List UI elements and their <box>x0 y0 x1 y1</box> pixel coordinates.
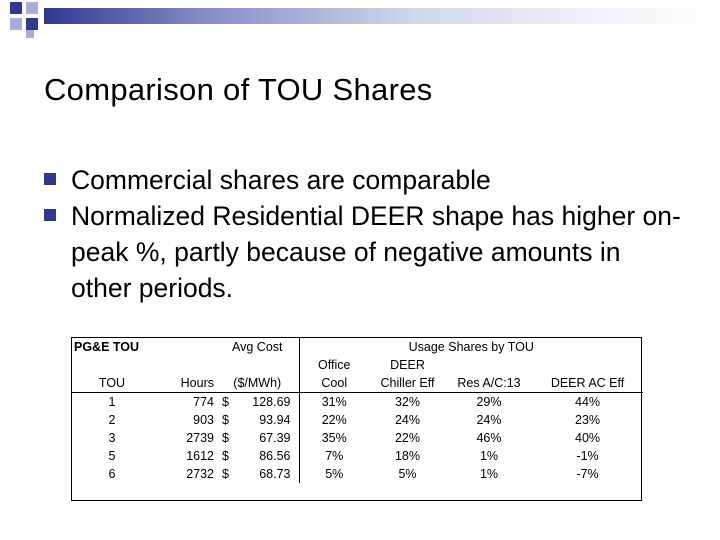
cell-res-ac: 1% <box>479 449 499 463</box>
table-header-office-cool: Cool <box>298 374 369 393</box>
cell-currency: $ <box>222 449 229 463</box>
cell-tou: 2 <box>108 413 116 427</box>
cell-avg-cost: $128.69 <box>216 393 299 412</box>
cell-currency: $ <box>222 395 229 409</box>
cell-res-ac: 24% <box>476 413 502 427</box>
cell-hours: 903 <box>193 413 214 427</box>
table-row: 3 2739 $67.39 35% 22% 46% 40% <box>72 429 643 447</box>
table-row: 6 2732 $68.73 5% 5% 1% -7% <box>72 465 643 483</box>
table-header-chiller-eff: Chiller Eff <box>369 374 446 393</box>
cell-chiller-eff: 18% <box>394 449 421 463</box>
table-header-office: Office <box>298 356 369 374</box>
cell-tou: 5 <box>108 449 116 463</box>
table-row: 1 774 $128.69 31% 32% 29% 44% <box>72 392 643 412</box>
cell-deer-ac-eff: 23% <box>575 413 601 427</box>
cell-office-cool: 5% <box>298 465 369 483</box>
cell-chiller-eff: 32% <box>394 395 421 409</box>
cell-cost-value: 86.56 <box>259 449 291 463</box>
cell-hours: 1612 <box>186 449 214 463</box>
header-square-decoration <box>26 2 38 14</box>
cell-res-ac: 29% <box>476 395 502 409</box>
cell-office-cool: 35% <box>298 429 369 447</box>
table-header-avg-cost: Avg Cost <box>232 340 283 354</box>
cell-hours: 2739 <box>186 431 214 445</box>
cell-tou: 3 <box>108 431 116 445</box>
table-header-hours: Hours <box>152 374 216 393</box>
bullet-item: Normalized Residential DEER shape has hi… <box>44 198 684 306</box>
bullet-item: Commercial shares are comparable <box>44 162 684 198</box>
cell-hours: 2732 <box>186 467 214 481</box>
slide-title: Comparison of TOU Shares <box>44 72 433 107</box>
cell-avg-cost: $86.56 <box>216 447 299 465</box>
table-header-pge-tou: PG&E TOU <box>74 340 140 354</box>
decorative-header-bar <box>0 0 720 40</box>
table-row: 2 903 $93.94 22% 24% 24% 23% <box>72 411 643 429</box>
cell-tou: 1 <box>108 395 116 409</box>
table-header-deer-ac-eff: DEER AC Eff <box>532 374 644 393</box>
cell-tou: 6 <box>108 467 116 481</box>
cell-avg-cost: $93.94 <box>216 411 299 429</box>
square-bullet-icon <box>44 209 56 221</box>
table-header-deer: DEER <box>390 358 425 372</box>
square-bullet-icon <box>44 173 56 185</box>
cell-res-ac: 1% <box>479 467 499 481</box>
header-gradient-band <box>44 8 720 24</box>
header-square-decoration <box>26 18 38 30</box>
cell-deer-ac-eff: 40% <box>575 431 601 445</box>
cell-cost-value: 93.94 <box>259 413 291 427</box>
cell-deer-ac-eff: -1% <box>576 449 599 463</box>
table-header-usage-shares: Usage Shares by TOU <box>298 338 644 356</box>
bullet-list: Commercial shares are comparable Normali… <box>44 162 684 306</box>
cell-currency: $ <box>222 431 229 445</box>
cell-cost-value: 128.69 <box>252 395 291 409</box>
cell-office-cool: 31% <box>298 392 369 411</box>
cell-chiller-eff: 22% <box>394 431 421 445</box>
cell-chiller-eff: 5% <box>398 467 417 481</box>
header-square-decoration <box>10 2 22 14</box>
table-header-cost-unit: ($/MWh) <box>216 374 299 393</box>
table-header-tou: TOU <box>72 374 152 393</box>
cell-currency: $ <box>222 467 229 481</box>
cell-currency: $ <box>222 413 229 427</box>
cell-avg-cost: $67.39 <box>216 429 299 447</box>
tou-shares-table: PG&E TOU Avg Cost Usage Shares by TOU Of… <box>71 337 644 501</box>
bullet-text: Normalized Residential DEER shape has hi… <box>71 201 681 303</box>
header-square-decoration <box>26 30 34 38</box>
header-square-decoration <box>10 18 22 30</box>
cell-cost-value: 68.73 <box>259 467 291 481</box>
cell-avg-cost: $68.73 <box>216 465 299 483</box>
cell-office-cool: 7% <box>298 447 369 465</box>
cell-office-cool: 22% <box>298 411 369 429</box>
cell-res-ac: 46% <box>476 431 502 445</box>
cell-deer-ac-eff: 44% <box>575 395 601 409</box>
cell-deer-ac-eff: -7% <box>576 467 599 481</box>
table-row: 5 1612 $86.56 7% 18% 1% -1% <box>72 447 643 465</box>
bullet-text: Commercial shares are comparable <box>71 165 491 195</box>
cell-cost-value: 67.39 <box>259 431 291 445</box>
cell-chiller-eff: 24% <box>394 413 421 427</box>
cell-hours: 774 <box>193 395 214 409</box>
table-header-res-ac: Res A/C:13 <box>446 374 532 393</box>
